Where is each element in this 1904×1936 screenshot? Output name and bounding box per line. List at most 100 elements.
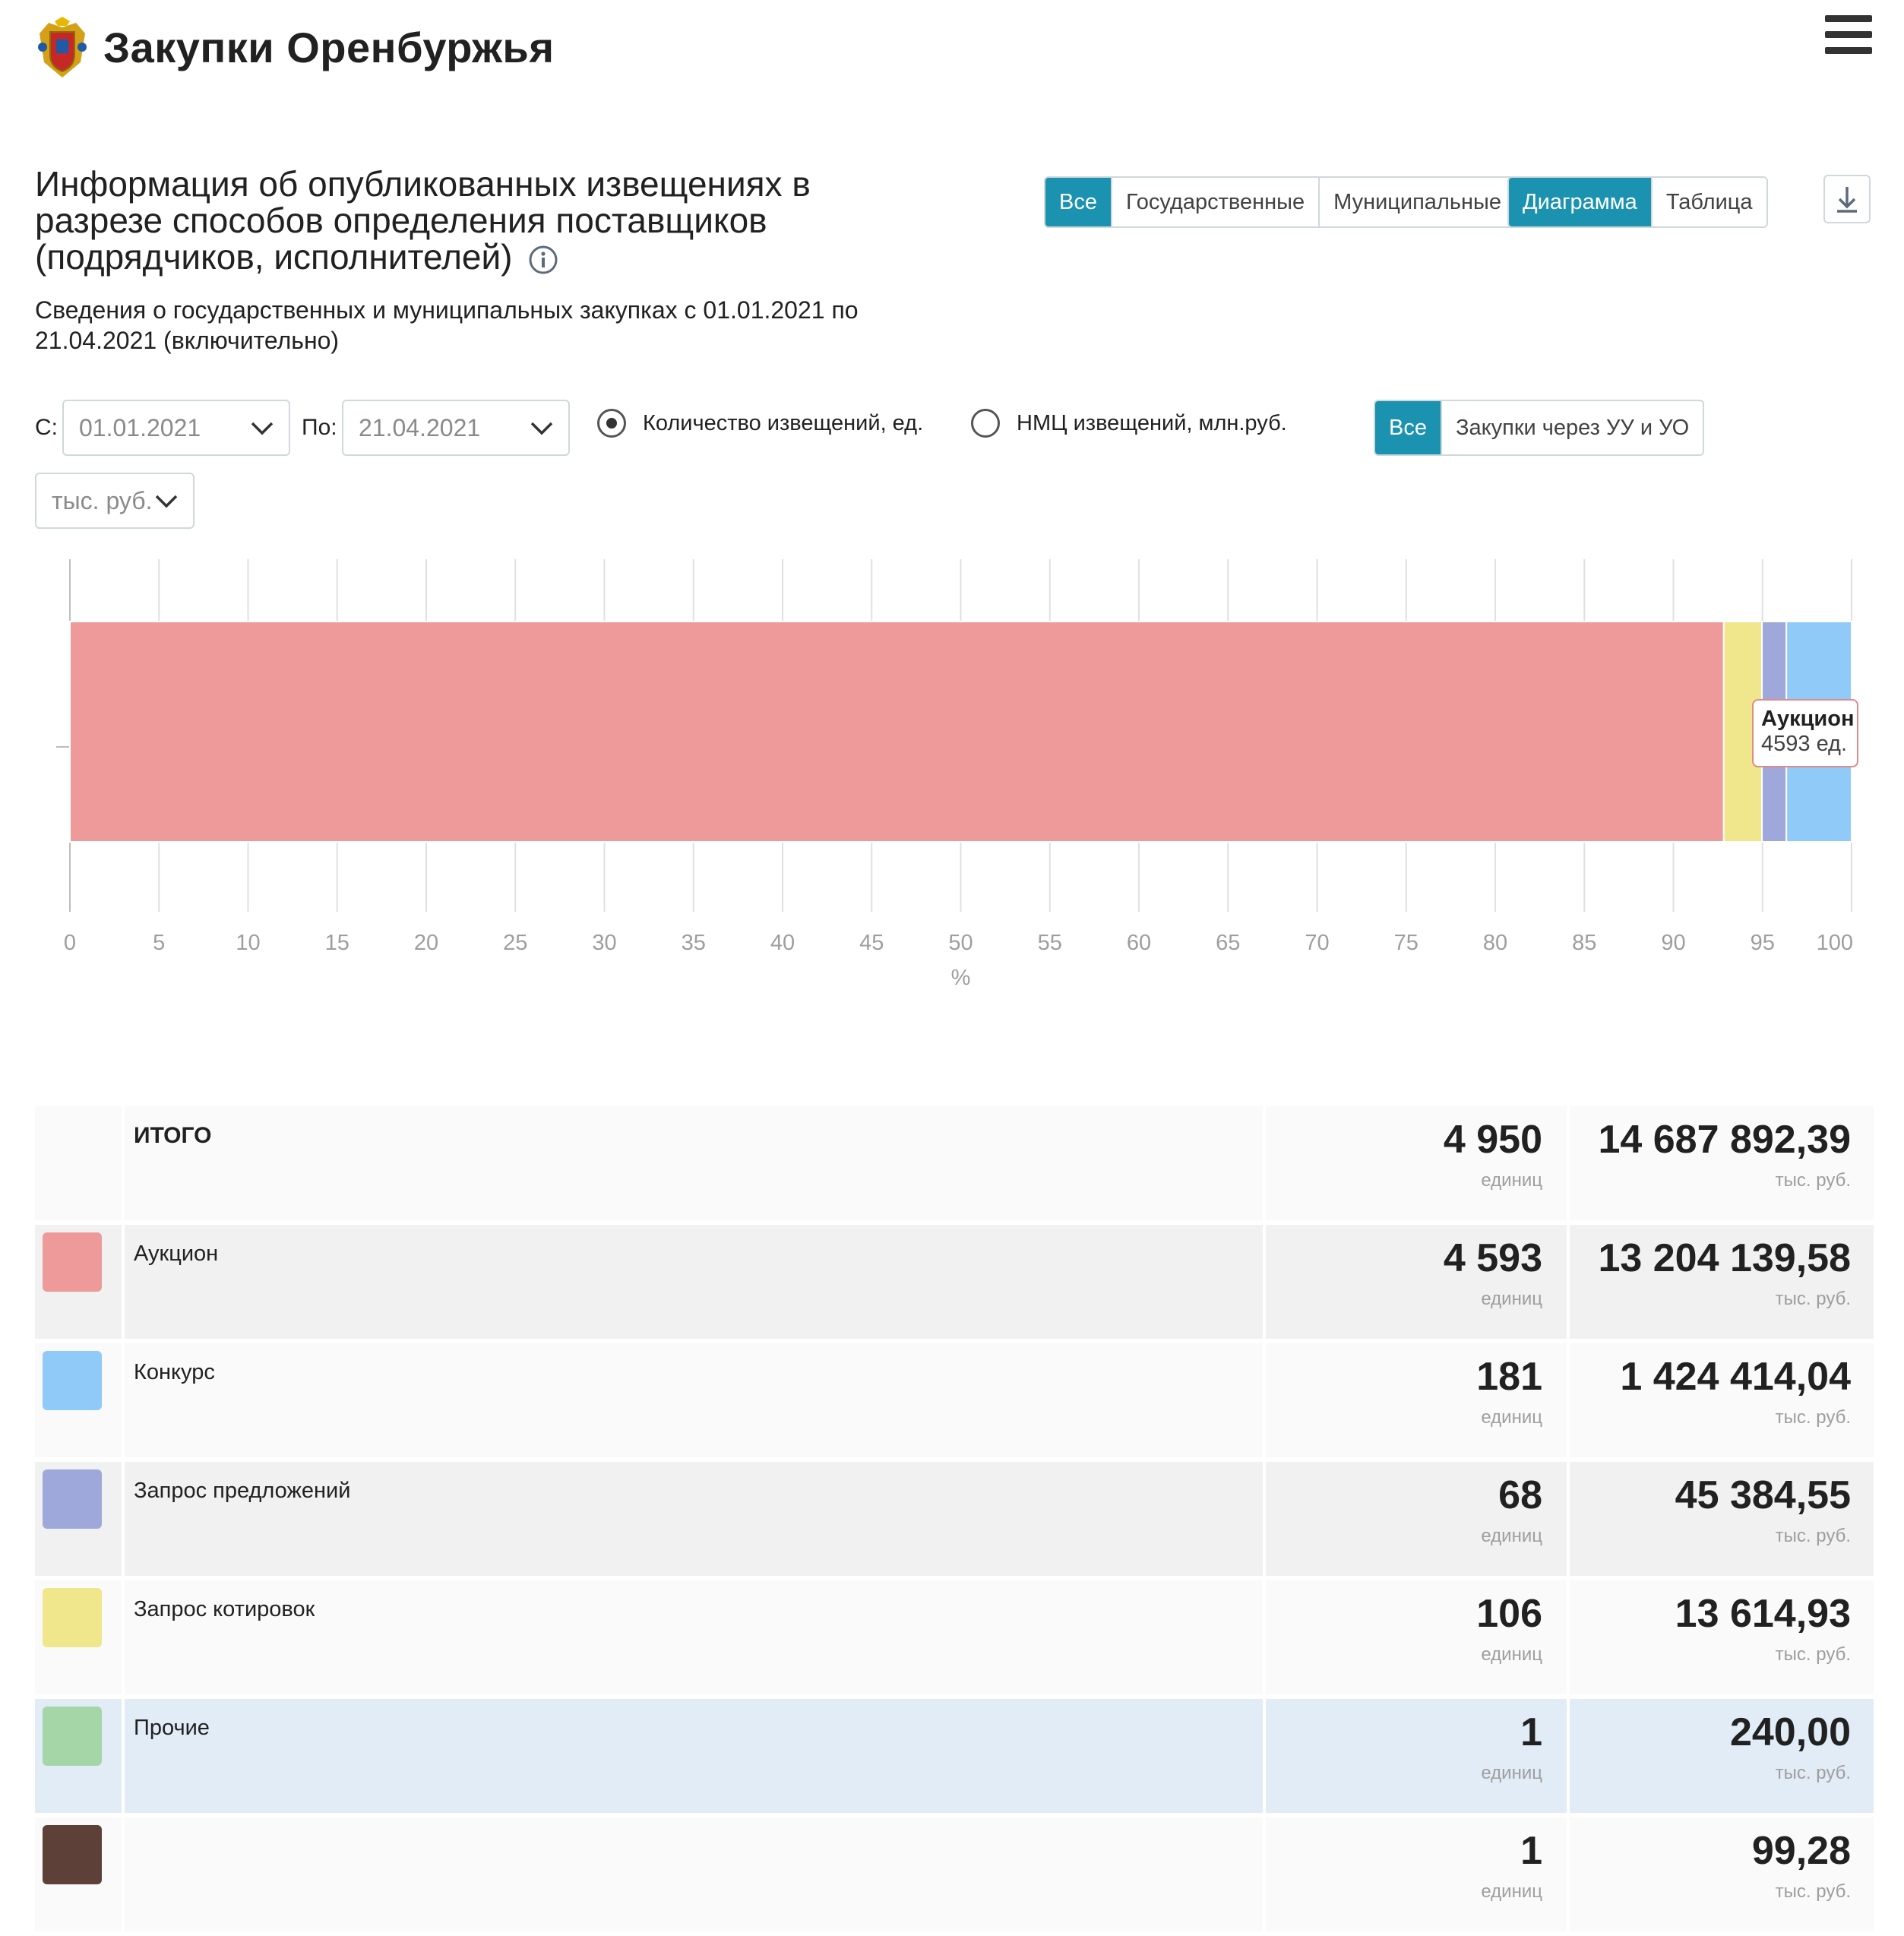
row-count-cell: 1 единиц [1266,1817,1567,1931]
filter-all-button[interactable]: Все [1045,178,1112,226]
x-tick-label: 70 [1305,931,1329,955]
legend-swatch [43,1588,102,1647]
x-tick-label: 55 [1038,931,1062,955]
radio-selected-icon [597,409,626,438]
coat-of-arms-icon[interactable] [35,17,90,81]
row-name: ИТОГО [125,1106,1263,1220]
view-chart-button[interactable]: Диаграмма [1509,178,1653,226]
x-tick-label: 30 [592,931,616,955]
x-tick-label: 95 [1751,931,1775,955]
x-tick-label: 45 [859,931,884,955]
count-unit: единиц [1481,1763,1542,1783]
date-from-dropdown[interactable]: 01.01.2021 [62,400,290,456]
row-count-cell: 68 единиц [1266,1462,1567,1576]
row-count: 1 [1520,1710,1542,1754]
row-sum-cell: 14 687 892,39 тыс. руб. [1570,1106,1874,1220]
date-to-dropdown[interactable]: 21.04.2021 [342,400,570,456]
table-row[interactable]: Прочие 1 единиц 240,00 тыс. руб. [35,1699,1874,1813]
row-sum-cell: 99,28 тыс. руб. [1570,1817,1874,1931]
row-sum-cell: 13 614,93 тыс. руб. [1570,1580,1874,1694]
page-title-text: Информация об опубликованных извещениях … [35,164,811,277]
x-tick-label: 40 [770,931,795,955]
table-row[interactable]: Конкурс 181 единиц 1 424 414,04 тыс. руб. [35,1343,1874,1457]
row-sum: 99,28 [1751,1829,1851,1873]
date-from-label: С: [35,415,58,440]
x-tick-label: 65 [1216,931,1240,955]
chart-tooltip: Аукцион 4593 ед. [1752,699,1858,767]
download-button[interactable] [1823,175,1871,223]
count-unit: единиц [1481,1170,1542,1191]
x-tick-label: 100 [1817,931,1853,955]
legend-swatch [43,1707,102,1766]
filter-municipal-button[interactable]: Муниципальные [1333,189,1501,214]
x-tick-label: 5 [153,931,165,955]
row-sum: 13 204 139,58 [1598,1236,1851,1280]
count-unit: единиц [1481,1526,1542,1546]
info-icon[interactable] [528,245,558,275]
x-tick-label: 35 [682,931,706,955]
row-sum-cell: 13 204 139,58 тыс. руб. [1570,1225,1874,1339]
row-count-cell: 4 950 единиц [1266,1106,1567,1220]
filter-state-button[interactable]: Государственные [1112,178,1320,226]
row-count-cell: 181 единиц [1266,1343,1567,1457]
row-name: Прочие [125,1699,1263,1813]
procurement-channel-filter: Все Закупки через УУ и УО [1374,400,1705,456]
x-tick-label: 90 [1661,931,1685,955]
channel-all-button[interactable]: Все [1375,401,1442,454]
summary-table: ИТОГО 4 950 единиц 14 687 892,39 тыс. руб. Ау… [35,1106,1874,1936]
sum-unit: тыс. руб. [1775,1763,1851,1783]
table-row[interactable]: Аукцион 4 593 единиц 13 204 139,58 тыс. руб. [35,1225,1874,1339]
row-count: 106 [1476,1592,1542,1636]
hamburger-icon[interactable] [1825,15,1872,56]
view-table-button[interactable]: Таблица [1665,189,1753,214]
sum-unit: тыс. руб. [1775,1881,1851,1902]
sum-unit: тыс. руб. [1775,1526,1851,1546]
row-count: 181 [1476,1355,1542,1399]
page-subtitle: Сведения о государственных и муниципальн… [35,296,859,354]
metric-count-radio[interactable]: Количество извещений, ед. [597,409,923,438]
table-row[interactable]: Запрос предложений 68 единиц 45 384,55 тыс. … [35,1462,1874,1576]
tooltip-value: 4593 ед. [1761,732,1848,756]
metric-nmc-radio[interactable]: НМЦ извещений, млн.руб. [971,409,1287,438]
row-name: Запрос котировок [125,1580,1263,1694]
x-axis-label: % [951,966,971,990]
count-unit: единиц [1481,1644,1542,1665]
legend-swatch [43,1232,102,1292]
table-row[interactable]: Запрос котировок 106 единиц 13 614,93 тыс. р… [35,1580,1874,1694]
row-sum: 45 384,55 [1675,1473,1851,1517]
x-tick-label: 0 [64,931,76,955]
channel-uu-button[interactable]: Закупки через УУ и УО [1455,415,1690,440]
row-sum: 240,00 [1729,1710,1851,1754]
count-unit: единиц [1481,1289,1542,1309]
x-tick-label: 10 [236,931,260,955]
table-row[interactable]: 1 единиц 99,28 тыс. руб. [35,1817,1874,1931]
legend-swatch [43,1825,102,1884]
view-toggle: Диаграмма Таблица [1507,176,1768,228]
site-title[interactable]: Закупки Оренбуржья [103,24,555,71]
row-name [125,1817,1263,1931]
row-count: 4 593 [1443,1236,1542,1280]
x-tick-label: 20 [414,931,438,955]
radio-unselected-icon [971,409,1000,438]
row-sum: 13 614,93 [1675,1592,1851,1636]
date-from-value: 01.01.2021 [79,413,201,441]
sum-unit: тыс. руб. [1775,1407,1851,1428]
count-unit: единиц [1481,1881,1542,1902]
legend-swatch [43,1351,102,1410]
row-name: Аукцион [125,1225,1263,1339]
row-count: 68 [1498,1473,1542,1517]
procurement-type-filter: Все Государственные Муниципальные [1044,176,1517,228]
row-sum-cell: 1 424 414,04 тыс. руб. [1570,1343,1874,1457]
units-value: тыс. руб. [52,486,153,514]
row-sum-cell: 45 384,55 тыс. руб. [1570,1462,1874,1576]
legend-swatch-cell [35,1817,122,1931]
row-name: Запрос предложений [125,1462,1263,1576]
table-total-row[interactable]: ИТОГО 4 950 единиц 14 687 892,39 тыс. руб. [35,1106,1874,1220]
legend-swatch-cell [35,1699,122,1813]
row-name: Конкурс [125,1343,1263,1457]
units-dropdown[interactable]: тыс. руб. [35,473,195,529]
row-count: 1 [1520,1829,1542,1873]
legend-swatch-cell [35,1462,122,1576]
count-unit: единиц [1481,1407,1542,1428]
tooltip-title: Аукцион [1761,707,1855,731]
